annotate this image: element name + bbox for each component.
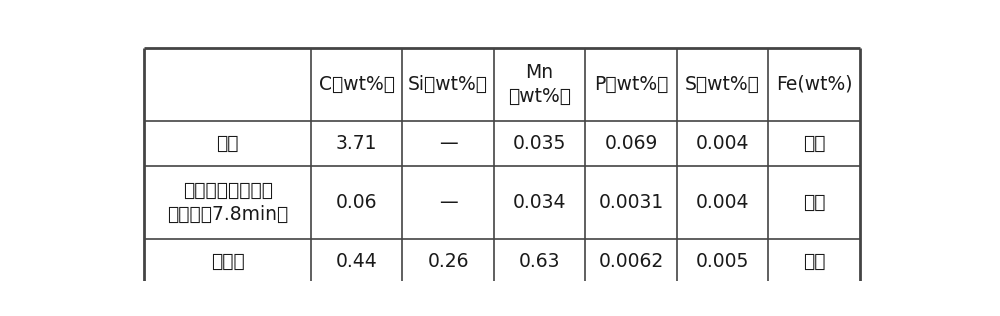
Text: P（wt%）: P（wt%） [594,75,668,94]
Text: S（wt%）: S（wt%） [685,75,760,94]
Text: Fe(wt%): Fe(wt%) [776,75,852,94]
Text: 成品钐: 成品钐 [211,252,245,271]
Text: 0.069: 0.069 [604,134,658,153]
Text: C（wt%）: C（wt%） [319,75,395,94]
Text: 0.06: 0.06 [336,193,377,212]
Text: 3.71: 3.71 [336,134,377,153]
Text: 第二次加入造渣材
料并吹炼7.8min后: 第二次加入造渣材 料并吹炼7.8min后 [167,180,288,224]
Text: 余量: 余量 [803,252,825,271]
Text: 0.034: 0.034 [513,193,566,212]
Text: 0.005: 0.005 [696,252,749,271]
Text: 余量: 余量 [803,193,825,212]
Text: 余量: 余量 [803,134,825,153]
Text: 半钐: 半钐 [216,134,239,153]
Text: —: — [439,134,457,153]
Text: Mn
（wt%）: Mn （wt%） [508,63,571,106]
Text: 0.44: 0.44 [336,252,378,271]
Text: 0.004: 0.004 [696,134,749,153]
Text: 0.0031: 0.0031 [598,193,664,212]
Text: Si（wt%）: Si（wt%） [408,75,488,94]
Text: 0.004: 0.004 [696,193,749,212]
Text: —: — [439,193,457,212]
Text: 0.035: 0.035 [513,134,566,153]
Text: 0.26: 0.26 [427,252,469,271]
Text: 0.0062: 0.0062 [598,252,664,271]
Text: 0.63: 0.63 [519,252,560,271]
